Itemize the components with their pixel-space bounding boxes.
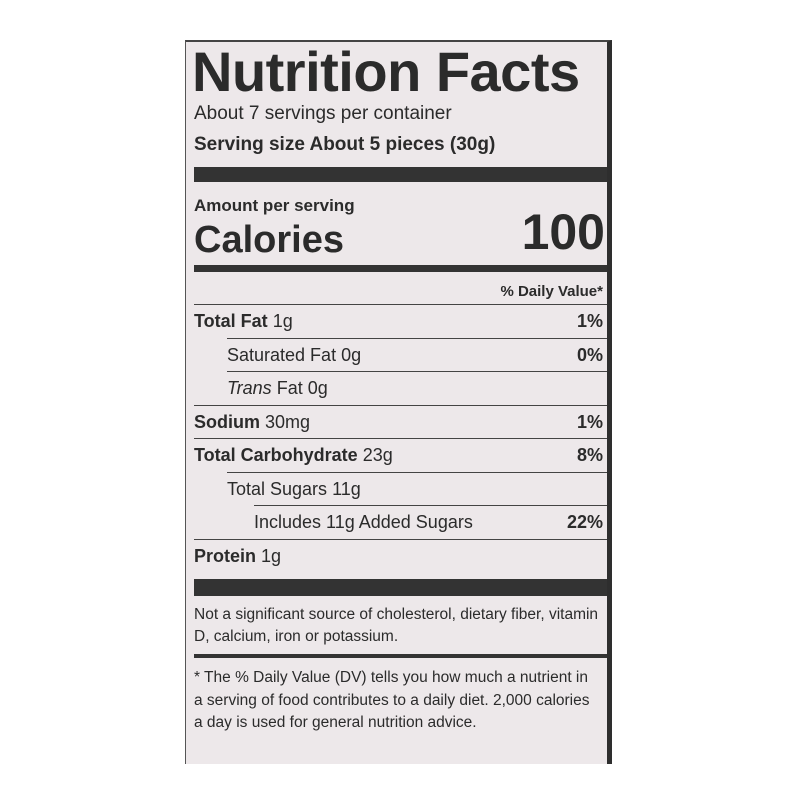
nutrient-name: Trans Fat 0g [227,379,328,397]
rule [194,304,607,305]
serving-size: Serving size About 5 pieces (30g) [194,135,495,154]
daily-value: 1% [576,311,603,331]
nutrient-label: Protein [194,545,257,566]
rule [227,337,607,339]
nutrient-name: Total Carbohydrate 23g [194,446,393,464]
rule [227,371,607,372]
nutrient-name: Protein 1g [194,547,281,565]
rule [194,404,607,406]
serving-size-label: Serving size [194,134,305,155]
rule [254,505,607,506]
nutrient-label: Sodium [194,411,260,432]
nutrient-amount: 23g [362,445,393,465]
nutrient-amount: 11g [332,478,361,499]
nutrient-label: Total Fat [194,311,268,331]
daily-value: 1% [576,411,603,432]
rule [194,438,607,439]
medium-rule [194,265,607,272]
medium-rule [194,654,607,658]
thick-rule [194,579,607,596]
nutrition-label: Nutrition Facts About 7 servings per con… [185,40,612,764]
nutrient-label: Total Carbohydrate [194,445,358,465]
thick-rule [194,167,607,182]
footnote: * The % Daily Value (DV) tells you how m… [194,669,590,731]
rule [194,538,607,540]
amount-per-serving: Amount per serving [194,196,355,215]
nutrient-amount: 1g [272,311,293,331]
serving-size-value: About 5 pieces (30g) [309,134,496,155]
nutrient-amount: 0g [341,344,362,365]
nutrient-name: Sodium 30mg [194,413,310,431]
nutrient-name: Includes 11g Added Sugars [254,513,473,531]
rule [227,471,607,473]
nutrient-label: Saturated Fat [227,344,337,365]
nutrient-name: Total Fat 1g [194,312,293,330]
title: Nutrition Facts [192,40,580,103]
nutrient-name: Total Sugars 11g [227,480,361,498]
nutrient-name: Saturated Fat 0g [227,346,361,364]
calories-value: 100 [521,204,605,260]
nutrient-amount: 0g [307,378,328,398]
daily-value: 0% [576,344,603,365]
nutrient-label: Total Sugars [227,478,328,499]
daily-value: 22% [566,512,603,532]
nutrient-prefix: Trans [227,378,272,398]
calories-label: Calories [194,219,344,261]
note: Not a significant source of cholesterol,… [194,606,599,645]
daily-value-header: % Daily Value* [500,283,603,300]
servings: About 7 servings per container [194,103,452,124]
nutrient-label: Includes 11g Added Sugars [254,512,473,532]
nutrient-amount: 1g [261,545,282,566]
nutrient-amount: 30mg [265,411,311,432]
nutrient-label: Fat [276,378,303,398]
daily-value: 8% [576,445,603,465]
